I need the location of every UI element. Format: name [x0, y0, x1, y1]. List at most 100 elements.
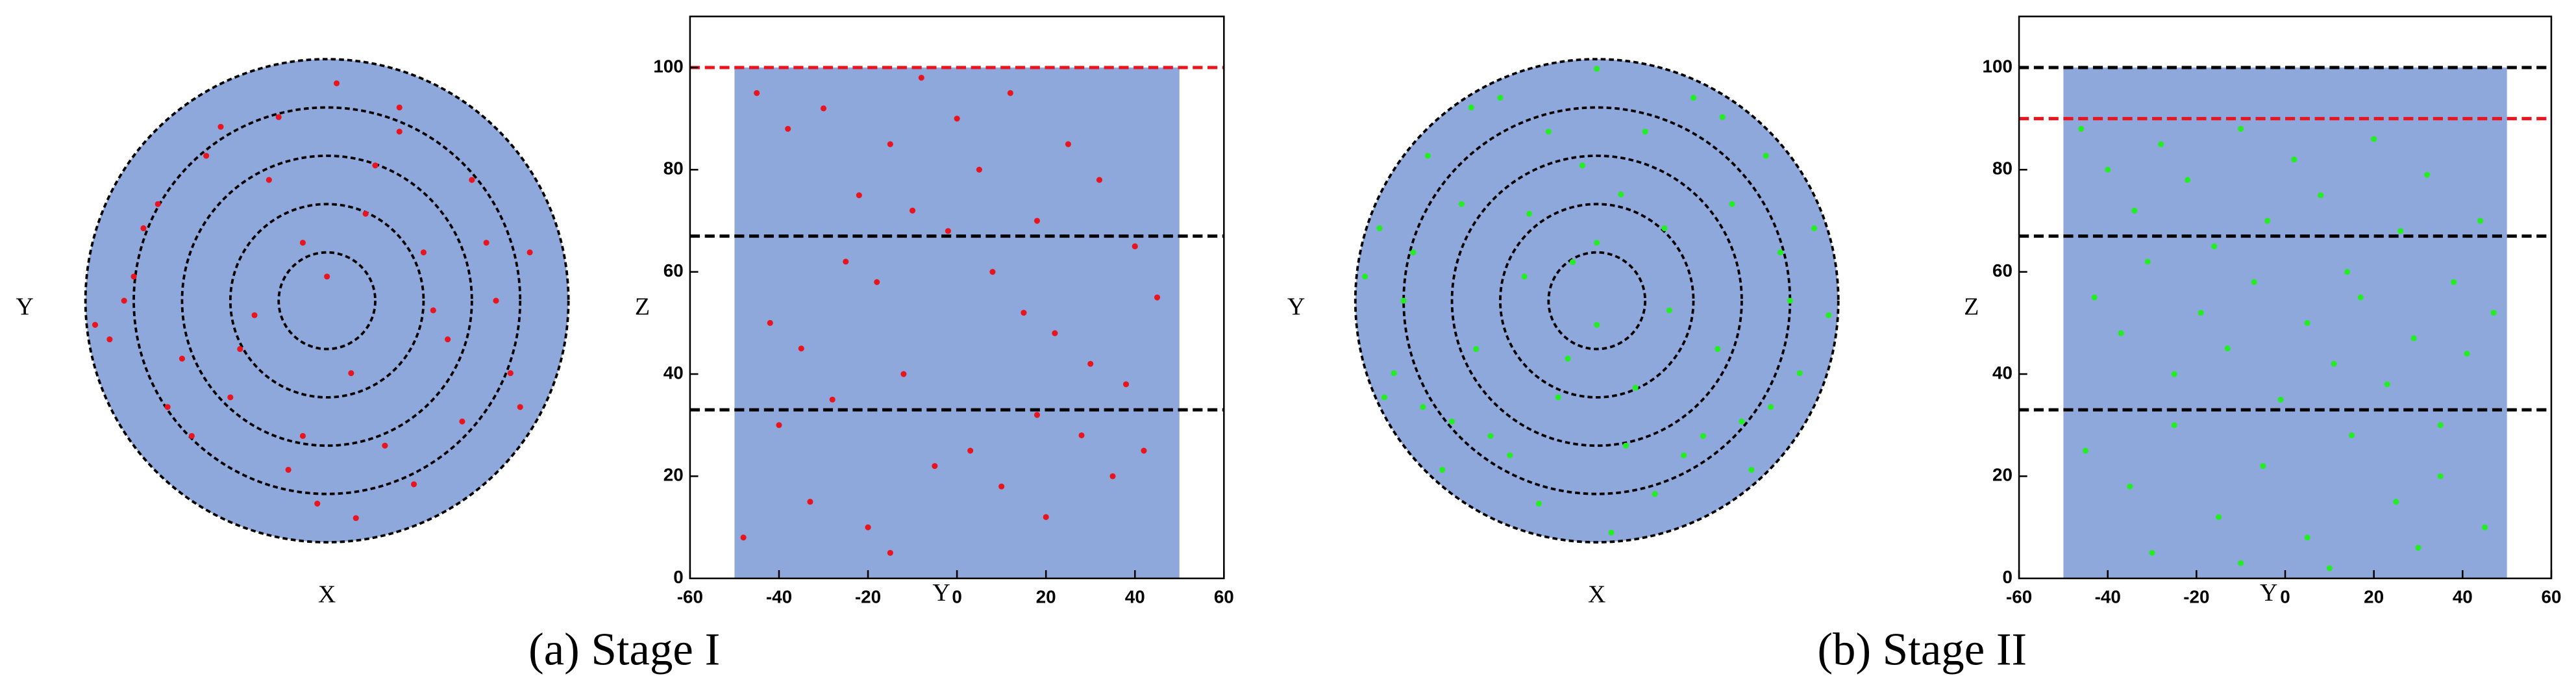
disk [1355, 59, 1839, 543]
point [2410, 335, 2417, 342]
point [2451, 279, 2457, 285]
point [1376, 225, 1383, 232]
point [333, 80, 340, 86]
region [734, 67, 1180, 579]
point [2277, 396, 2284, 403]
point [2371, 136, 2377, 142]
point [2105, 166, 2111, 173]
y-tick-label: 40 [663, 362, 684, 382]
x-tick-label: 60 [2541, 586, 2561, 606]
point [1545, 129, 1552, 135]
point [1594, 66, 1600, 72]
point [1468, 104, 1474, 111]
point [2397, 228, 2404, 234]
point [1729, 201, 1735, 207]
point [1065, 141, 1071, 147]
ring [1499, 203, 1695, 399]
point [865, 524, 871, 531]
point [2464, 351, 2470, 357]
x-axis-label: Y [932, 579, 950, 606]
point [1666, 307, 1672, 314]
point [1555, 394, 1561, 401]
point [2384, 381, 2390, 388]
point [188, 432, 195, 439]
point [121, 297, 127, 304]
point [459, 418, 465, 425]
point [164, 404, 171, 410]
point [507, 370, 514, 377]
point [1632, 384, 1639, 391]
y-axis-label: Y [16, 293, 33, 320]
y-tick-label: 60 [1992, 260, 2012, 281]
point [998, 483, 1005, 490]
point [1497, 95, 1504, 101]
point [420, 249, 427, 256]
caption: (b) Stage II [1817, 624, 2027, 675]
point [2198, 310, 2204, 316]
point [2149, 549, 2155, 556]
point [2078, 125, 2085, 132]
point [1715, 345, 1721, 353]
point [1565, 355, 1571, 362]
y-axis-label: Y [1287, 293, 1305, 320]
ring [1547, 251, 1647, 351]
ring [229, 203, 425, 399]
point [1439, 466, 1446, 473]
point [989, 269, 996, 275]
x-axis-label: X [1588, 581, 1605, 608]
point [2238, 125, 2244, 132]
point [2215, 514, 2222, 520]
y-axis-label: Z [635, 293, 650, 320]
x-tick-label: -40 [2095, 586, 2121, 606]
point [1594, 240, 1600, 246]
x-tick-label: 60 [1214, 586, 1234, 606]
point [785, 125, 791, 132]
point [2348, 432, 2355, 439]
y-tick-label: 20 [1992, 465, 2012, 485]
y-tick-label: 80 [1992, 158, 2012, 179]
point [887, 141, 893, 147]
region [2063, 67, 2507, 579]
point [900, 371, 907, 377]
y-tick-label: 100 [1983, 56, 2012, 76]
x-tick-label: -20 [2183, 586, 2209, 606]
point [1521, 273, 1528, 280]
point [1618, 191, 1624, 197]
y-tick-label: 20 [663, 465, 684, 485]
point [1535, 500, 1542, 507]
point [92, 321, 99, 328]
point [2224, 345, 2231, 352]
ring [84, 58, 570, 544]
point [1748, 466, 1755, 473]
point [372, 162, 378, 169]
point [856, 192, 862, 199]
point [2326, 565, 2333, 571]
point [1719, 114, 1726, 120]
point [106, 336, 113, 343]
x-tick-label: -40 [766, 586, 792, 606]
point [2304, 319, 2310, 326]
point [155, 201, 161, 207]
point [382, 442, 388, 449]
point [1420, 404, 1426, 410]
point [1642, 129, 1648, 135]
x-tick-label: 40 [2453, 586, 2473, 606]
point [1391, 370, 1397, 377]
point [217, 123, 224, 130]
point [2477, 218, 2484, 224]
point [2415, 544, 2421, 551]
ring [277, 251, 377, 351]
point [829, 396, 836, 403]
x-axis-label: X [318, 581, 336, 608]
point [1034, 218, 1041, 224]
y-axis-label: Z [1964, 293, 1979, 320]
point [362, 210, 369, 217]
point [843, 258, 849, 265]
point [1052, 330, 1058, 336]
point [1154, 294, 1161, 301]
point [140, 225, 147, 232]
point [2260, 463, 2266, 469]
point [2490, 310, 2497, 316]
point [1448, 418, 1455, 425]
